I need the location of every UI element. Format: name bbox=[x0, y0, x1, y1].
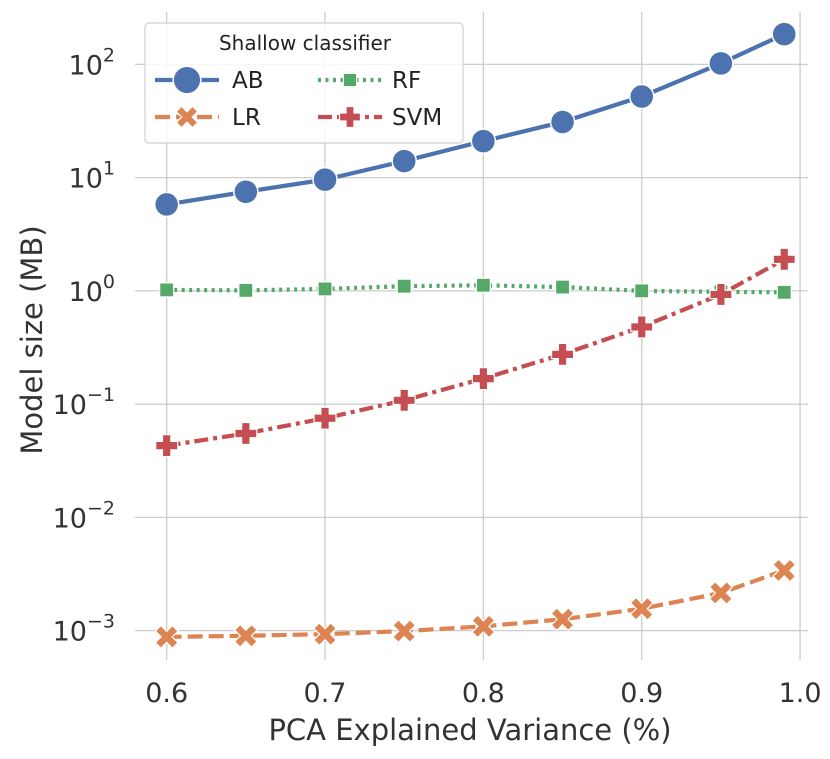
y-tick-label: 10−1 bbox=[53, 384, 115, 421]
y-tick-base: 10 bbox=[69, 50, 103, 81]
data-point-lr bbox=[629, 596, 654, 621]
y-tick-exponent: −2 bbox=[87, 497, 115, 519]
y-tick-base: 10 bbox=[53, 503, 87, 534]
data-point-rf bbox=[396, 278, 412, 294]
series-line-lr bbox=[166, 568, 785, 639]
legend-entry-ab: AB bbox=[155, 65, 264, 95]
data-point-svm bbox=[471, 366, 495, 391]
data-point-svm bbox=[709, 282, 733, 307]
data-point-rf bbox=[317, 281, 333, 297]
x-tick-label: 1.0 bbox=[779, 678, 822, 709]
data-point-rf bbox=[475, 277, 491, 293]
data-point-ab bbox=[708, 50, 734, 77]
series-layer bbox=[153, 21, 797, 649]
data-point-ab bbox=[628, 83, 655, 110]
y-tick-base: 10 bbox=[53, 617, 87, 648]
y-tick-base: 10 bbox=[69, 164, 103, 195]
data-point-lr bbox=[233, 623, 258, 648]
series-ab bbox=[153, 21, 797, 218]
data-point-ab bbox=[153, 191, 180, 218]
data-point-lr bbox=[471, 614, 496, 639]
data-point-ab bbox=[391, 148, 417, 174]
x-tick-label: 0.8 bbox=[462, 678, 505, 709]
data-point-rf bbox=[776, 284, 792, 300]
y-tick-exponent: −1 bbox=[87, 384, 115, 406]
data-point-ab bbox=[312, 166, 338, 193]
y-tick-label: 10−3 bbox=[53, 611, 115, 648]
data-point-svm bbox=[550, 342, 575, 366]
legend-title: Shallow classifier bbox=[219, 31, 392, 55]
x-tick-label: 0.6 bbox=[145, 678, 188, 709]
x-axis-label: PCA Explained Variance (%) bbox=[268, 713, 671, 747]
x-tick-label: 0.9 bbox=[620, 678, 663, 709]
data-point-rf bbox=[634, 283, 650, 299]
data-point-svm bbox=[155, 434, 179, 458]
y-tick-label: 100 bbox=[69, 271, 115, 308]
legend-marker-lr bbox=[175, 105, 199, 129]
data-point-lr bbox=[708, 580, 734, 606]
y-tick-label: 10−2 bbox=[53, 497, 115, 534]
data-point-rf bbox=[238, 282, 254, 298]
data-point-svm bbox=[772, 247, 796, 271]
y-tick-base: 10 bbox=[53, 390, 87, 421]
data-point-lr bbox=[772, 558, 797, 583]
y-tick-exponent: −3 bbox=[87, 611, 115, 633]
series-line-svm bbox=[166, 257, 786, 448]
y-axis-label: Model size (MB) bbox=[15, 225, 49, 454]
y-tick-exponent: 2 bbox=[103, 44, 115, 66]
y-tick-exponent: 0 bbox=[103, 271, 115, 293]
y-tick-exponent: 1 bbox=[103, 158, 115, 180]
data-point-svm bbox=[313, 406, 337, 430]
legend-label-rf: RF bbox=[392, 68, 421, 94]
data-point-lr bbox=[154, 624, 179, 649]
data-point-svm bbox=[234, 421, 258, 446]
series-lr bbox=[154, 558, 797, 649]
legend-frame bbox=[144, 22, 464, 144]
legend-entry-rf: RF bbox=[318, 68, 421, 94]
data-point-lr bbox=[392, 618, 417, 644]
x-tick-label: 0.7 bbox=[304, 678, 347, 709]
legend-marker-svm bbox=[338, 105, 362, 129]
y-tick-label: 101 bbox=[69, 158, 115, 195]
data-point-ab bbox=[771, 21, 797, 47]
data-point-svm bbox=[392, 388, 416, 412]
legend-marker-ab bbox=[172, 65, 202, 95]
legend-entry-lr: LR bbox=[155, 105, 261, 131]
legend-label-ab: AB bbox=[232, 68, 264, 94]
legend-label-svm: SVM bbox=[392, 105, 442, 131]
y-tick-base: 10 bbox=[69, 277, 103, 308]
legend: Shallow classifier AB RF LR SVM bbox=[144, 22, 464, 144]
data-point-ab bbox=[233, 179, 259, 205]
legend-label-lr: LR bbox=[232, 105, 261, 131]
data-point-rf bbox=[159, 282, 175, 298]
legend-marker-rf bbox=[342, 72, 358, 88]
data-point-ab bbox=[549, 109, 576, 135]
series-rf bbox=[159, 277, 792, 300]
data-point-lr bbox=[550, 607, 575, 632]
data-point-svm bbox=[630, 315, 654, 339]
y-tick-label: 102 bbox=[69, 44, 115, 81]
legend-entry-svm: SVM bbox=[318, 105, 442, 131]
data-point-ab bbox=[470, 128, 497, 154]
data-point-lr bbox=[312, 622, 338, 647]
series-svm bbox=[155, 247, 796, 458]
data-point-rf bbox=[554, 279, 571, 295]
